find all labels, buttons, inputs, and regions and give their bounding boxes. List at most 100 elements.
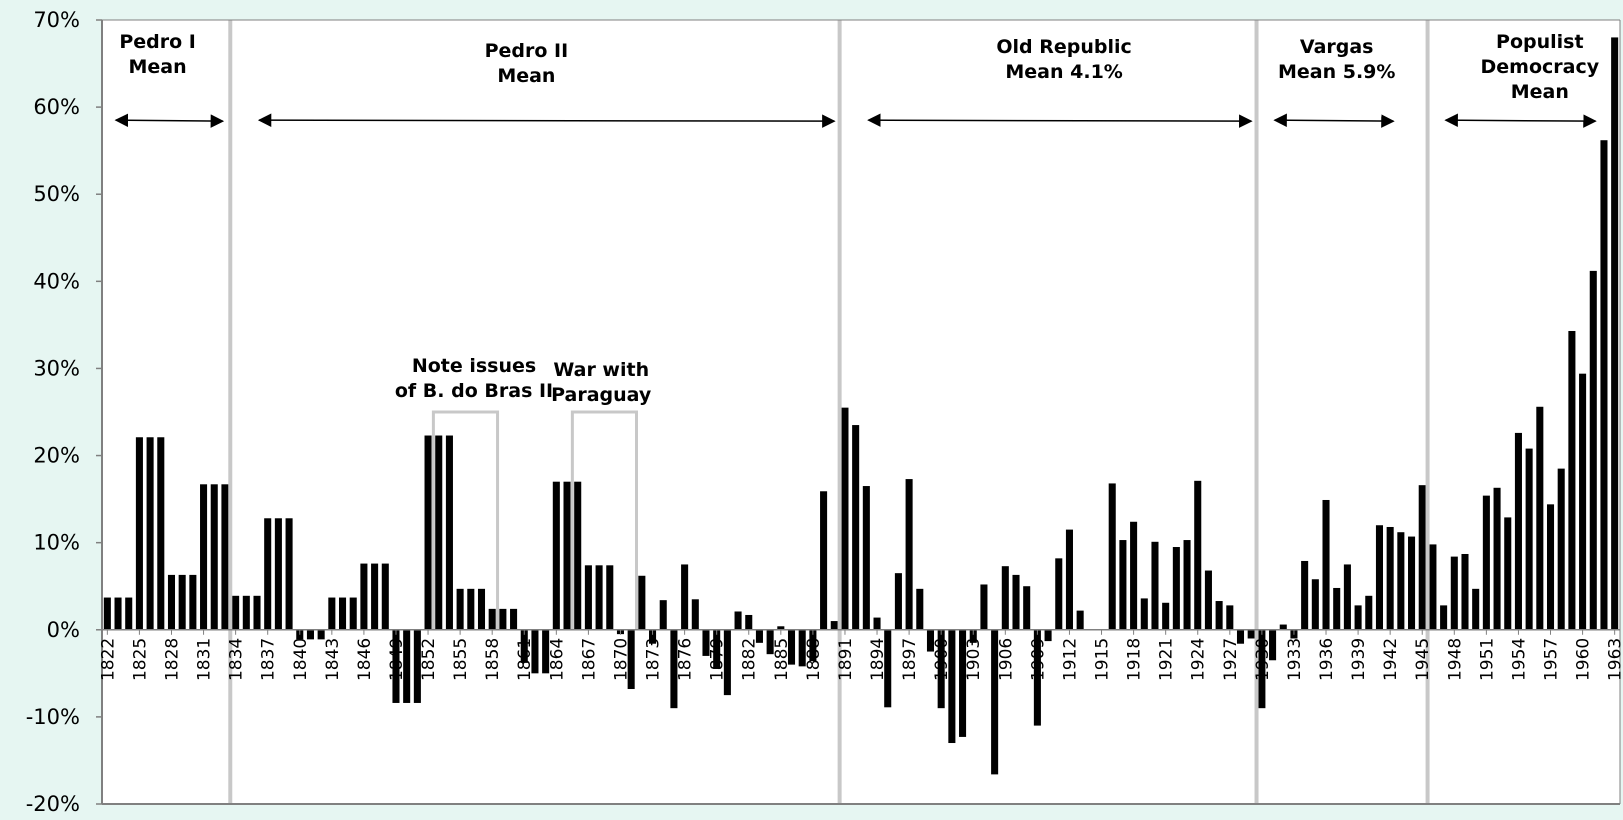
bar-1925 [1205,571,1212,630]
vargas-label: Mean 5.9% [1278,61,1395,83]
bar-1955 [1526,449,1533,630]
x-tick-label: 1849 [387,638,407,681]
bar-1823 [115,598,122,630]
bar-1939 [1355,605,1362,629]
bar-1848 [382,564,389,630]
x-tick-label: 1861 [515,638,535,681]
x-tick-label: 1885 [772,638,792,681]
bar-1919 [1141,598,1148,629]
bar-1866 [574,482,581,630]
old-republic-label: Old Republic [996,36,1131,58]
x-tick-label: 1951 [1477,638,1497,681]
bar-1946 [1429,544,1436,629]
x-tick-label: 1834 [227,638,247,681]
mean-range-arrow-1 [116,120,223,121]
x-tick-label: 1831 [195,638,215,681]
bar-1845 [350,598,357,630]
y-tick-label: 10% [33,531,80,555]
bar-1949 [1461,554,1468,630]
bar-1891 [841,408,848,630]
bar-1911 [1055,558,1062,629]
bar-1893 [863,486,870,630]
bar-1951 [1483,496,1490,630]
bar-1953 [1504,517,1511,629]
y-tick-label: -10% [26,705,80,729]
bar-1877 [692,599,699,629]
bar-1961 [1590,271,1597,630]
bar-1864 [553,482,560,630]
y-tick-label: 50% [33,182,80,206]
bar-1948 [1451,557,1458,630]
mean-range-arrow-2 [259,120,834,121]
x-tick-label: 1948 [1445,638,1465,681]
x-tick-label: 1957 [1542,638,1562,681]
bar-1856 [467,589,474,630]
y-tick-label: 70% [33,8,80,32]
bar-1920 [1151,542,1158,630]
bar-1944 [1408,537,1415,630]
x-tick-label: 1876 [676,638,696,681]
x-tick-label: 1858 [483,638,503,681]
y-tick-label: 0% [47,618,80,642]
bar-1829 [179,575,186,630]
bar-1927 [1226,605,1233,629]
bar-1822 [104,598,111,630]
pedro-i-label: Pedro I [119,31,196,53]
bar-1922 [1173,547,1180,630]
bar-1837 [264,518,271,630]
bar-1833 [221,484,228,629]
bar-1846 [360,564,367,630]
bar-1868 [596,565,603,629]
bar-1962 [1600,140,1607,630]
pedro-ii-label: Mean [497,65,555,87]
x-tick-label: 1900 [932,638,952,681]
bar-1907 [1012,575,1019,630]
bar-1874 [660,600,667,630]
x-tick-label: 1936 [1317,638,1337,681]
x-tick-label: 1960 [1574,638,1594,681]
bar-1912 [1066,530,1073,630]
bar-1894 [874,618,881,630]
bar-1889 [820,491,827,630]
x-tick-label: 1963 [1606,638,1623,681]
bar-1859 [499,609,506,630]
bar-1853 [435,436,442,630]
bar-1957 [1547,504,1554,629]
bar-1857 [478,589,485,630]
war-with-paraguay-label: Paraguay [551,384,652,406]
bar-1847 [371,564,378,630]
y-tick-label: 30% [33,356,80,380]
bar-1917 [1119,540,1126,630]
x-tick-label: 1873 [644,638,664,681]
pedro-i-label: Mean [129,56,187,78]
x-tick-label: 1894 [868,638,888,681]
bar-1943 [1397,532,1404,630]
bar-1936 [1322,500,1329,630]
populist-democracy-label: Populist [1496,31,1584,53]
mean-range-arrow-3 [868,120,1251,121]
bar-1881 [735,611,742,629]
bar-1826 [147,437,154,630]
bar-1867 [585,565,592,629]
bar-1934 [1301,561,1308,630]
x-tick-label: 1945 [1413,638,1433,681]
bar-1940 [1365,596,1372,630]
x-tick-label: 1930 [1253,638,1273,681]
x-tick-label: 1867 [579,638,599,681]
bar-1908 [1023,586,1030,630]
bar-1913 [1077,611,1084,630]
bar-1924 [1194,481,1201,630]
x-tick-label: 1921 [1157,638,1177,681]
bar-1921 [1162,603,1169,630]
bar-1890 [831,621,838,630]
bar-1904 [980,584,987,629]
x-tick-label: 1852 [419,638,439,681]
x-tick-label: 1924 [1189,638,1209,681]
populist-democracy-label: Democracy [1481,56,1600,78]
x-tick-label: 1879 [708,638,728,681]
bar-1869 [606,565,613,629]
bar-1947 [1440,605,1447,629]
bar-1830 [189,575,196,630]
bar-1906 [1002,566,1009,630]
